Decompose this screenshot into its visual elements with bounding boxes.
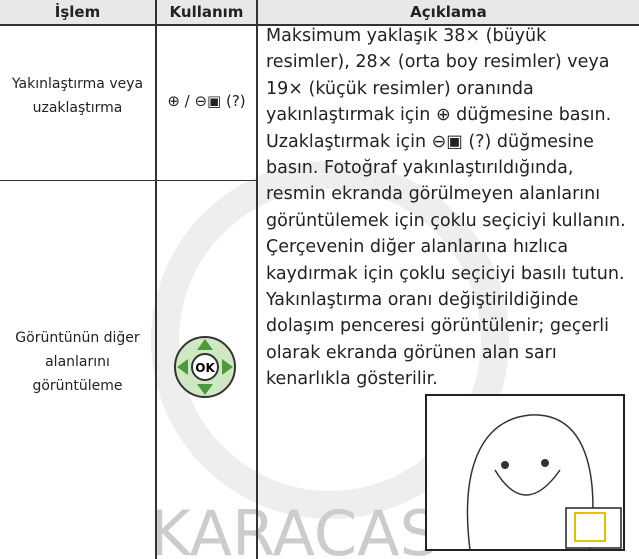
row-rule <box>0 180 258 181</box>
col-rule <box>155 0 157 559</box>
description-line: basın. Fotoğraf yakınlaştırıldığında, <box>266 158 574 178</box>
description-line: dolaşım penceresi görüntülenir; geçerli <box>266 316 610 337</box>
header-cell: İşlem <box>54 3 101 21</box>
watermark: KARACAS <box>150 497 439 559</box>
header-rule <box>0 24 639 26</box>
description-line: kaydırmak için çoklu seçiciyi basılı tut… <box>266 263 625 284</box>
operation-line: Yakınlaştırma veya <box>11 76 144 92</box>
description-line: Çerçevenin diğer alanlarına hızlıca <box>266 237 569 258</box>
description-line: görüntülemek için çoklu seçiciyi kullanı… <box>266 210 626 231</box>
col-rule <box>256 0 258 559</box>
usage-cell: ⊕ / ⊖▣ (?) <box>167 92 246 110</box>
operation-line: Görüntünün diğer <box>15 330 140 346</box>
illustration <box>425 394 625 551</box>
header-cell: Açıklama <box>410 3 487 21</box>
description-line: Uzaklaştırmak için ⊖▣ (?) düğmesine <box>266 131 594 152</box>
description-line: olarak ekranda görünen alan sarı <box>266 342 557 363</box>
description-line: kenarlıkla gösterilir. <box>266 369 438 390</box>
operation-line: görüntüleme <box>32 378 123 394</box>
operation-line: alanlarını <box>45 354 110 370</box>
header-cell: Kullanım <box>169 3 244 21</box>
ok-label: OK <box>195 361 215 375</box>
description-line: 19× (küçük resimler) oranında <box>266 78 534 99</box>
description-line: resimler), 28× (orta boy resimler) veya <box>266 52 610 73</box>
description-line: Maksimum yaklaşık 38× (büyük <box>266 26 547 46</box>
multi-selector-icon: OK <box>174 336 236 398</box>
operation-line: uzaklaştırma <box>32 100 123 116</box>
header-bg <box>0 0 639 24</box>
description-line: yakınlaştırmak için ⊕ düğmesine basın. <box>266 105 612 126</box>
description-line: Yakınlaştırma oranı değiştirildiğinde <box>266 290 579 310</box>
watermark-logo <box>151 161 509 519</box>
description-line: resmin ekranda görülmeyen alanlarını <box>266 184 601 205</box>
